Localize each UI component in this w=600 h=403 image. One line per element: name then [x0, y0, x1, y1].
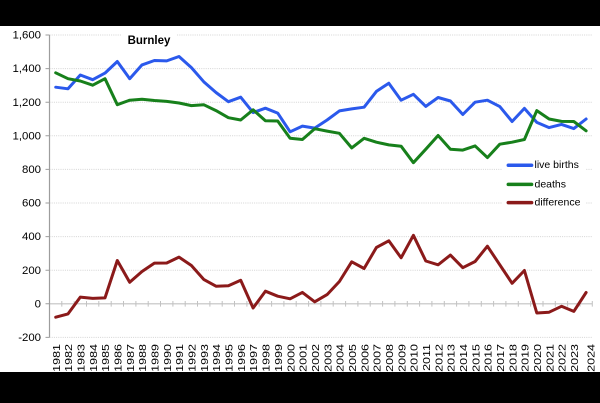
svg-text:800: 800 — [22, 164, 41, 176]
svg-text:2019: 2019 — [521, 344, 532, 372]
svg-text:400: 400 — [22, 231, 41, 243]
svg-text:1997: 1997 — [249, 344, 260, 372]
svg-text:1987: 1987 — [126, 344, 137, 372]
svg-text:2016: 2016 — [484, 344, 495, 372]
svg-text:2000: 2000 — [286, 344, 297, 372]
svg-text:2013: 2013 — [447, 344, 458, 372]
svg-text:2018: 2018 — [508, 344, 519, 372]
svg-text:2008: 2008 — [385, 344, 396, 372]
svg-text:1991: 1991 — [175, 344, 186, 372]
svg-text:1,600: 1,600 — [12, 30, 41, 42]
svg-text:2020: 2020 — [533, 344, 544, 372]
svg-text:1992: 1992 — [188, 344, 199, 372]
svg-text:1993: 1993 — [200, 344, 211, 372]
svg-text:1994: 1994 — [212, 344, 223, 372]
svg-text:2007: 2007 — [373, 344, 384, 372]
svg-text:2006: 2006 — [360, 344, 371, 372]
svg-text:1990: 1990 — [163, 344, 174, 372]
svg-text:1988: 1988 — [138, 344, 149, 372]
svg-text:difference: difference — [535, 197, 581, 209]
svg-text:2003: 2003 — [323, 344, 334, 372]
svg-text:live births: live births — [535, 159, 579, 171]
svg-text:deaths: deaths — [535, 178, 567, 190]
svg-text:1984: 1984 — [89, 344, 100, 372]
svg-text:2022: 2022 — [558, 344, 569, 372]
svg-text:2014: 2014 — [459, 344, 470, 372]
svg-text:1985: 1985 — [101, 344, 112, 372]
svg-text:1996: 1996 — [237, 344, 248, 372]
svg-text:1999: 1999 — [274, 344, 285, 372]
svg-text:1983: 1983 — [76, 344, 87, 372]
svg-text:1982: 1982 — [64, 344, 75, 372]
svg-text:2024: 2024 — [586, 344, 597, 372]
svg-text:1,200: 1,200 — [12, 97, 41, 109]
svg-text:600: 600 — [22, 198, 41, 210]
svg-text:1,000: 1,000 — [12, 130, 41, 142]
svg-text:2010: 2010 — [410, 344, 421, 372]
svg-text:2009: 2009 — [397, 344, 408, 372]
svg-text:2023: 2023 — [570, 344, 581, 372]
svg-text:2011: 2011 — [422, 344, 433, 371]
svg-text:2002: 2002 — [311, 344, 322, 372]
svg-text:2005: 2005 — [348, 344, 359, 372]
svg-text:0: 0 — [35, 298, 41, 310]
svg-text:200: 200 — [22, 265, 41, 277]
svg-text:1998: 1998 — [262, 344, 273, 372]
svg-text:Burnley: Burnley — [128, 35, 171, 47]
svg-text:2021: 2021 — [545, 344, 556, 372]
svg-text:2004: 2004 — [336, 344, 347, 372]
svg-text:2012: 2012 — [434, 344, 445, 372]
svg-text:1,400: 1,400 — [12, 63, 41, 75]
svg-text:1989: 1989 — [151, 344, 162, 372]
svg-text:1986: 1986 — [113, 344, 124, 372]
svg-text:2017: 2017 — [496, 344, 507, 372]
svg-text:2015: 2015 — [471, 344, 482, 372]
svg-text:1981: 1981 — [52, 344, 63, 372]
svg-text:1995: 1995 — [225, 344, 236, 372]
svg-text:-200: -200 — [18, 332, 41, 344]
svg-text:2001: 2001 — [299, 344, 310, 372]
